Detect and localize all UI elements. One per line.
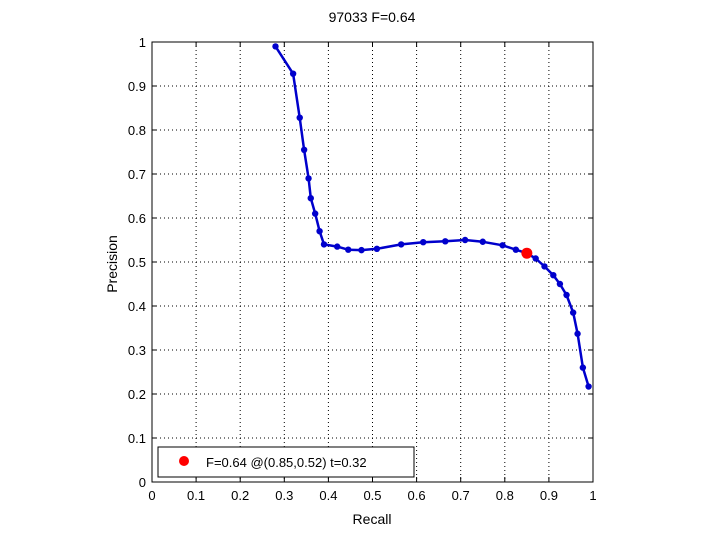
data-point bbox=[397, 241, 405, 248]
data-point bbox=[305, 175, 312, 182]
data-point bbox=[556, 280, 564, 288]
x-tick-label: 0.1 bbox=[187, 488, 205, 503]
chart-title: 97033 F=0.64 bbox=[329, 9, 416, 25]
data-point bbox=[479, 238, 486, 245]
y-tick-label: 0.5 bbox=[128, 255, 146, 270]
data-point bbox=[569, 309, 577, 316]
data-point bbox=[272, 43, 279, 50]
y-tick-label: 0.7 bbox=[128, 167, 146, 182]
legend-marker bbox=[179, 456, 189, 466]
y-tick-label: 0.2 bbox=[128, 387, 146, 402]
legend: F=0.64 @(0.85,0.52) t=0.32 bbox=[157, 446, 415, 478]
data-point bbox=[289, 70, 297, 77]
legend-label: F=0.64 @(0.85,0.52) t=0.32 bbox=[206, 455, 367, 470]
x-tick-label: 0.8 bbox=[496, 488, 514, 503]
y-tick-label: 1 bbox=[139, 35, 146, 50]
data-point bbox=[563, 291, 570, 299]
data-point bbox=[461, 236, 469, 244]
data-point bbox=[316, 228, 323, 235]
data-point bbox=[585, 383, 592, 390]
data-point bbox=[345, 246, 352, 253]
y-tick-label: 0.3 bbox=[128, 343, 146, 358]
data-point bbox=[512, 246, 520, 253]
data-point bbox=[307, 195, 314, 202]
y-tick-label: 0.1 bbox=[128, 431, 146, 446]
data-point bbox=[300, 146, 308, 153]
data-point bbox=[373, 245, 381, 252]
data-point bbox=[320, 241, 328, 248]
x-tick-label: 0.5 bbox=[363, 488, 381, 503]
plot-frame bbox=[151, 41, 594, 483]
x-tick-label: 0.9 bbox=[540, 488, 558, 503]
y-tick-label: 0 bbox=[139, 475, 146, 490]
data-point bbox=[311, 210, 319, 217]
grid bbox=[152, 42, 593, 482]
x-tick-label: 0 bbox=[148, 488, 155, 503]
data-point bbox=[532, 255, 539, 262]
legend-box bbox=[157, 446, 415, 478]
data-point bbox=[358, 246, 365, 254]
y-axis-label: Precision bbox=[104, 235, 120, 293]
data-point bbox=[579, 364, 587, 371]
x-tick-label: 0.6 bbox=[408, 488, 426, 503]
x-axis-label: Recall bbox=[353, 511, 392, 527]
data-point bbox=[550, 272, 557, 279]
data-point bbox=[420, 239, 427, 246]
data-point bbox=[296, 114, 303, 121]
data-point bbox=[499, 242, 506, 249]
best-f-point bbox=[521, 247, 533, 259]
y-tick-label: 0.8 bbox=[128, 123, 146, 138]
x-tick-label: 0.2 bbox=[231, 488, 249, 503]
ticks: 0 0.1 0.2 0.3 0.4 0.5 0.6 0.7 0.8 0.9 1 0 0.1 0.2 0.3 0… bbox=[128, 35, 597, 503]
series-layer bbox=[272, 43, 592, 390]
x-tick-label: 1 bbox=[589, 488, 596, 503]
y-tick-label: 0.4 bbox=[128, 299, 146, 314]
x-tick-label: 0.4 bbox=[319, 488, 337, 503]
data-point bbox=[334, 243, 341, 250]
x-tick-label: 0.3 bbox=[275, 488, 293, 503]
data-point bbox=[442, 238, 449, 245]
data-point bbox=[541, 263, 548, 270]
y-tick-label: 0.9 bbox=[128, 79, 146, 94]
y-tick-label: 0.6 bbox=[128, 211, 146, 226]
data-point bbox=[574, 330, 581, 337]
x-tick-label: 0.7 bbox=[452, 488, 470, 503]
